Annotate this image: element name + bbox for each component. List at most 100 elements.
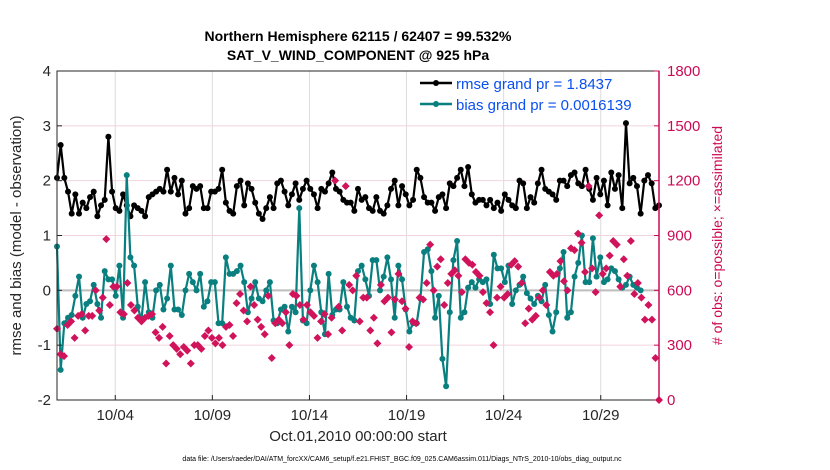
obs-assimilated-point — [376, 280, 385, 289]
rmse-point — [626, 180, 633, 187]
y-tick-label: -1 — [38, 337, 51, 354]
bias-point — [461, 309, 468, 316]
obs-assimilated-point — [405, 342, 414, 351]
rmse-point — [413, 166, 420, 173]
obs-assimilated-point — [119, 310, 128, 319]
obs-assimilated-point — [355, 317, 364, 326]
legend-rmse-label: rmse grand pr = 1.8437 — [456, 76, 612, 93]
bias-point — [377, 287, 384, 294]
rmse-point — [325, 180, 332, 187]
obs-assimilated-point — [577, 238, 586, 247]
obs-assimilated-point — [229, 332, 238, 341]
rmse-point — [538, 166, 545, 173]
obs-assimilated-point — [588, 264, 597, 273]
obs-assimilated-point — [186, 359, 195, 368]
bias-point — [523, 290, 530, 297]
bias-point — [175, 306, 182, 313]
y-right-tick-label: 1800 — [667, 63, 700, 80]
bias-point — [428, 268, 435, 275]
rmse-point — [384, 202, 391, 209]
rmse-point — [65, 188, 72, 195]
bias-point — [351, 317, 358, 324]
rmse-point — [182, 210, 189, 217]
obs-assimilated-point — [102, 235, 111, 244]
rmse-point — [487, 196, 494, 203]
rmse-point — [266, 194, 273, 201]
bias-point — [263, 287, 270, 294]
rmse-point — [597, 191, 604, 198]
obs-assimilated-point — [398, 297, 407, 306]
obs-assimilated-point — [98, 293, 107, 302]
rmse-point — [83, 205, 90, 212]
bias-point — [252, 279, 259, 286]
obs-assimilated-point — [482, 299, 491, 308]
obs-assimilated-point — [605, 251, 614, 260]
bias-point — [373, 257, 380, 264]
bias-point — [241, 279, 248, 286]
x-tick-label: 10/04 — [96, 407, 134, 424]
bias-point — [457, 314, 464, 321]
bias-point — [101, 268, 108, 275]
bias-point — [553, 309, 560, 316]
rmse-point — [61, 174, 68, 181]
bias-point — [512, 287, 519, 294]
bias-point — [233, 268, 240, 275]
obs-assimilated-point — [517, 279, 526, 288]
obs-assimilated-point — [81, 326, 90, 335]
rmse-point — [523, 205, 530, 212]
rmse-point — [479, 196, 486, 203]
rmse-point — [244, 180, 251, 187]
obs-assimilated-point — [630, 289, 639, 298]
rmse-point — [277, 177, 284, 184]
bias-point — [193, 287, 200, 294]
bias-point — [564, 314, 571, 321]
bias-point — [637, 287, 644, 294]
obs-assimilated-point — [302, 300, 311, 309]
bias-point — [498, 265, 505, 272]
rmse-point — [303, 177, 310, 184]
rmse-point — [622, 120, 629, 127]
bias-point — [131, 262, 138, 269]
bias-point — [123, 172, 130, 179]
obs-assimilated-point — [362, 293, 371, 302]
series-group — [53, 120, 663, 404]
rmse-point — [490, 205, 497, 212]
y-tick-label: 3 — [43, 118, 51, 135]
bias-point — [483, 276, 490, 283]
obs-assimilated-point — [489, 341, 498, 350]
obs-assimilated-point — [165, 332, 174, 341]
obs-assimilated-point — [334, 302, 343, 311]
obs-assimilated-point — [327, 313, 336, 322]
legend-bias-marker — [433, 101, 439, 107]
bias-point — [380, 273, 387, 280]
bias-point — [362, 276, 369, 283]
y-tick-label: 0 — [43, 282, 51, 299]
bias-point — [586, 279, 593, 286]
y-tick-label: 1 — [43, 228, 51, 245]
rmse-point — [270, 205, 277, 212]
obs-assimilated-point — [95, 306, 104, 315]
bias-point — [450, 257, 457, 264]
obs-assimilated-point — [552, 269, 561, 278]
bias-point — [186, 270, 193, 277]
chart-subtitle: SAT_V_WIND_COMPONENT @ 925 hPa — [227, 47, 490, 63]
bias-point — [443, 383, 450, 390]
obs-assimilated-point — [176, 350, 185, 359]
y-axis-right-label: # of obs: o=possible; ×=assimilated — [709, 126, 725, 345]
obs-assimilated-point — [637, 293, 646, 302]
x-tick-label: 10/24 — [485, 407, 523, 424]
bias-point — [593, 273, 600, 280]
obs-assimilated-point — [514, 262, 523, 271]
bias-point — [604, 276, 611, 283]
bias-point — [285, 328, 292, 335]
bias-point — [465, 284, 472, 291]
rmse-point — [87, 194, 94, 201]
bias-point — [406, 328, 413, 335]
obs-assimilated-point — [644, 300, 653, 309]
y-right-tick-label: 0 — [667, 392, 675, 409]
rmse-point — [222, 199, 229, 206]
obs-assimilated-point — [218, 341, 227, 350]
obs-assimilated-point — [563, 286, 572, 295]
obs-assimilated-point — [440, 300, 449, 309]
rmse-point — [527, 194, 534, 201]
